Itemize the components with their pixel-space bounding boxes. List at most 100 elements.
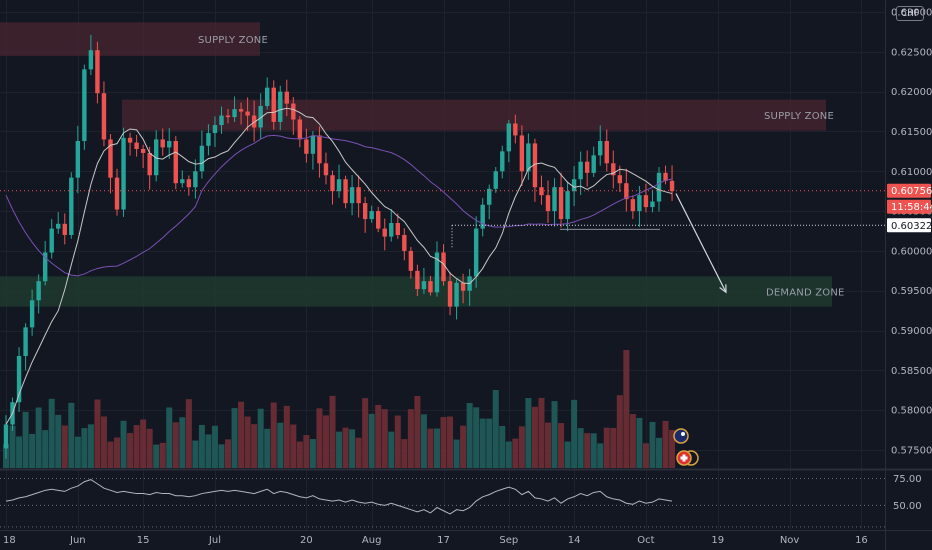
rsi-tick-label: 50.00 [893, 501, 922, 512]
volume-bar [414, 395, 421, 468]
volume-bar [466, 403, 473, 468]
currency-button[interactable]: CHF [896, 6, 924, 21]
candle-body [630, 199, 636, 212]
price-tick-label: 0.62000 [891, 87, 932, 98]
volume-bar [211, 425, 218, 468]
candle-body [330, 175, 335, 192]
volume-bar [257, 408, 264, 468]
price-tick-label: 0.58500 [891, 366, 932, 377]
price-tick-label: 0.62500 [891, 47, 932, 58]
price-tick-label: 0.61000 [891, 167, 932, 178]
volume-bar [192, 440, 199, 468]
candle-body [487, 188, 492, 205]
candle-body [284, 91, 289, 104]
price-tick-label: 0.63000 [891, 8, 932, 19]
volume-bar [636, 417, 643, 468]
volume-bar [584, 433, 591, 468]
volume-bar [231, 408, 238, 468]
candle-body [212, 125, 218, 134]
volume-layer [3, 350, 676, 468]
time-tick-label: Oct [637, 535, 654, 546]
volume-bar [479, 418, 486, 468]
countdown-label: 11:58:44 [891, 202, 932, 213]
time-tick-label: 19 [711, 535, 724, 546]
candle-body [584, 161, 590, 173]
volume-bar [349, 429, 356, 468]
volume-bar [505, 441, 512, 468]
volume-bar [336, 431, 343, 468]
candle-body [598, 141, 603, 156]
volume-bar [427, 428, 434, 468]
candle-body [219, 115, 224, 126]
candle-body [473, 228, 479, 277]
demand-zone-label: DEMAND ZONE [766, 288, 845, 299]
last-price-tag [887, 183, 931, 198]
volume-bar [218, 444, 225, 468]
candle-body [441, 252, 446, 282]
candle-body [376, 211, 381, 229]
candle-body [49, 228, 54, 253]
volume-bar [407, 409, 414, 468]
volume-bar [264, 428, 271, 468]
volume-bar [629, 414, 636, 468]
time-tick-label: 18 [3, 535, 16, 546]
volume-bar [159, 442, 166, 468]
volume-bar [342, 427, 349, 468]
volume-bar [531, 406, 538, 468]
volume-bar [185, 399, 192, 468]
candle-body [147, 152, 152, 176]
flag-icon-ch[interactable] [676, 450, 699, 466]
moving-averages [5, 107, 673, 425]
candle-body [336, 179, 342, 192]
annotations [0, 190, 885, 294]
volume-bar [623, 350, 630, 468]
price-tags: 0.60756 11:58:44 0.60322 [887, 183, 932, 233]
volume-bar [205, 434, 212, 468]
candle-body [545, 195, 551, 212]
volume-bar [642, 443, 649, 468]
volume-bar [649, 421, 656, 468]
candle-body [180, 179, 185, 184]
volume-bar [238, 401, 245, 468]
candle-body [238, 109, 244, 112]
candle-body [349, 187, 355, 204]
volume-bar [322, 415, 329, 468]
volume-bar [290, 424, 297, 468]
candle-body [258, 105, 263, 128]
time-tick-label: 15 [137, 535, 150, 546]
time-tick-label: 20 [300, 535, 313, 546]
time-tick-label: 14 [568, 535, 581, 546]
candle-body [343, 179, 348, 204]
volume-bar [473, 407, 480, 468]
volume-bar [107, 441, 114, 468]
candle-body [304, 139, 309, 154]
candle-body [36, 281, 41, 301]
candle-body [173, 141, 178, 184]
volume-bar [172, 422, 179, 468]
candle-body [447, 281, 453, 307]
event-icons[interactable] [673, 428, 699, 466]
candle-body [69, 177, 74, 235]
supply-zone-top-label: SUPPLY ZONE [198, 35, 268, 46]
volume-bar [388, 431, 395, 468]
candle-body [493, 171, 498, 189]
candle-body [356, 187, 361, 204]
volume-bar [198, 424, 205, 468]
time-axis[interactable]: 18 Jun 15 Jul 20 Aug 17 Sep 14 Oct 19 Nov 16 [3, 535, 868, 546]
candle-body [42, 252, 48, 282]
price-tick-label: 0.57500 [891, 446, 932, 457]
candle-body [428, 281, 433, 293]
volume-bar [368, 413, 375, 468]
volume-bar [74, 436, 81, 468]
supply-zone-right [122, 99, 826, 131]
candle-body [402, 234, 407, 251]
volume-bar [244, 416, 251, 468]
candle-body [121, 137, 126, 210]
candle-body [415, 270, 420, 290]
candle-body [382, 228, 387, 237]
flag-icon-au[interactable] [673, 428, 689, 444]
volume-bar [662, 420, 669, 468]
price-tick-label: 0.58000 [891, 406, 932, 417]
volume-bar [401, 439, 408, 468]
